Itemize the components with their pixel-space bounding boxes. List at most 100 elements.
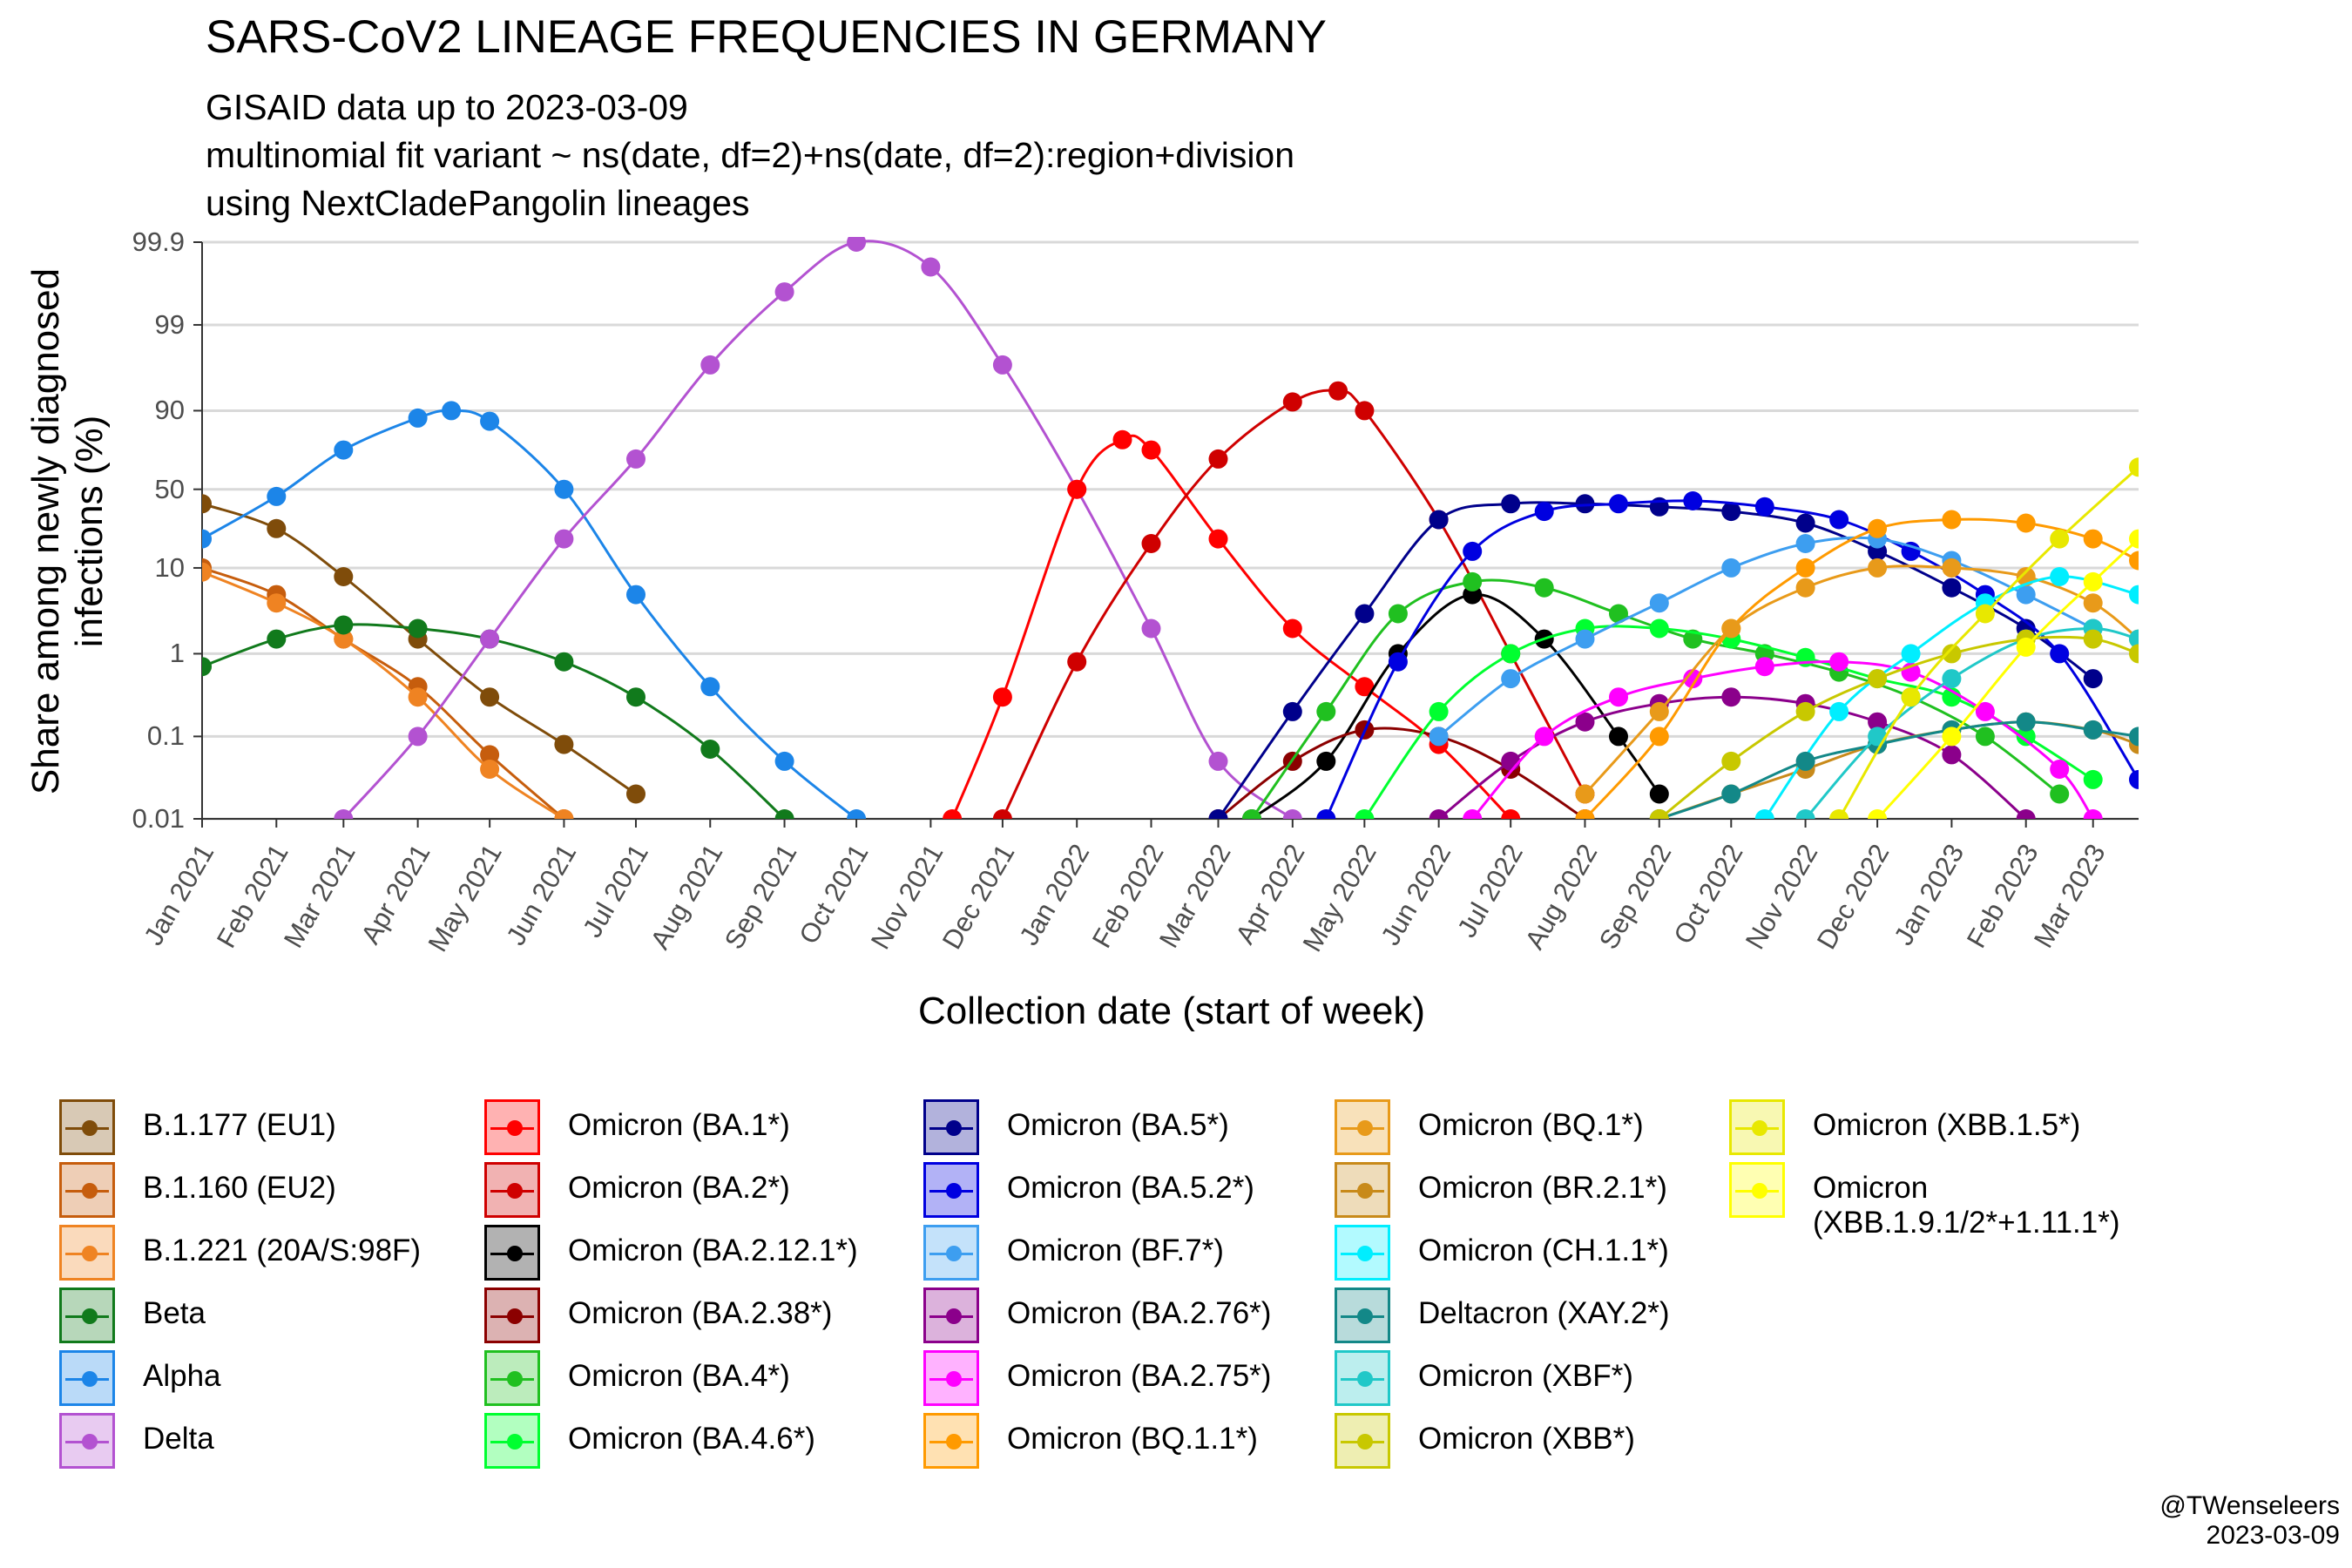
legend-key-dot <box>82 1308 98 1324</box>
data-point-omicron-xbb-1-5 <box>2129 457 2139 477</box>
legend-item: Omicron (CH.1.1*) <box>1335 1225 1744 1288</box>
data-point-b-1-160-eu2 <box>480 745 500 765</box>
legend-key-swatch <box>59 1099 115 1155</box>
data-point-omicron-xbf <box>1795 809 1815 819</box>
data-point-omicron-ch-1-1 <box>2050 567 2070 586</box>
legend-key-swatch <box>1335 1162 1390 1218</box>
data-point-omicron-bq-1 <box>1942 558 1962 578</box>
legend-key-dot <box>1357 1183 1373 1199</box>
legend-key-dot <box>82 1246 98 1261</box>
data-point-omicron-xbb-1-5 <box>1975 604 1995 624</box>
legend-label: Omicron (BA.5.2*) <box>1007 1171 1254 1205</box>
legend-label: Omicron (BA.1*) <box>568 1108 790 1142</box>
data-point-omicron-ba-5 <box>1282 701 1302 721</box>
data-point-omicron-ba-5 <box>1721 502 1741 522</box>
data-point-omicron-ba-4-6 <box>1501 644 1521 664</box>
legend-label: Deltacron (XAY.2*) <box>1418 1296 1670 1330</box>
data-point-omicron-ba-5 <box>1501 494 1521 514</box>
data-point-omicron-xbb-1-9-1-2-1-11-1 <box>2083 571 2103 591</box>
data-point-omicron-ba-4 <box>1242 809 1261 819</box>
data-point-omicron-bq-1-1 <box>1649 727 1669 747</box>
data-point-omicron-ba-2 <box>992 809 1012 819</box>
legend-label: Omicron (BA.2.75*) <box>1007 1359 1272 1393</box>
data-point-omicron-ba-1 <box>943 809 963 819</box>
data-point-omicron-ba-5 <box>2083 669 2103 689</box>
data-point-omicron-bq-1 <box>1795 578 1815 598</box>
legend-key-swatch <box>1335 1350 1390 1406</box>
legend-key-swatch <box>1335 1288 1390 1343</box>
data-point-omicron-bq-1-1 <box>1868 518 1888 538</box>
legend-key-swatch <box>1335 1413 1390 1469</box>
legend-key-swatch <box>59 1225 115 1281</box>
legend-item: Omicron (BQ.1*) <box>1335 1099 1744 1162</box>
legend-item: Omicron (BQ.1.1*) <box>923 1413 1333 1476</box>
series-line-omicron-ba-1 <box>950 434 1512 819</box>
data-point-b-1-221-20a-s-98f <box>480 760 500 779</box>
data-point-omicron-ba-4 <box>1609 604 1628 624</box>
legend-key-swatch <box>1335 1225 1390 1281</box>
data-point-omicron-ba-4-6 <box>1942 687 1962 707</box>
legend-label: Omicron (BA.4.6*) <box>568 1422 815 1456</box>
data-point-omicron-ba-5-2 <box>1754 497 1774 517</box>
legend-key-swatch <box>1729 1099 1785 1155</box>
data-point-omicron-ba-2-75 <box>2083 809 2103 819</box>
legend-key-swatch <box>923 1162 979 1218</box>
legend-key-dot <box>946 1371 962 1387</box>
data-point-alpha <box>847 809 867 819</box>
data-point-omicron-ba-4-6 <box>1649 618 1669 639</box>
legend-item: Omicron (BA.2.76*) <box>923 1288 1333 1350</box>
data-point-omicron-ba-1 <box>1355 677 1375 697</box>
data-point-omicron-ba-5-2 <box>1683 491 1703 510</box>
series-line-alpha <box>202 409 858 819</box>
data-point-delta <box>1141 618 1161 639</box>
data-point-alpha <box>202 529 212 549</box>
data-point-omicron-xbb <box>2083 629 2103 649</box>
data-point-omicron-ch-1-1 <box>1901 644 1921 664</box>
data-point-omicron-xbb-1-9-1-2-1-11-1 <box>1868 809 1888 819</box>
data-point-delta <box>847 237 867 252</box>
data-point-omicron-bf-7 <box>2016 585 2036 605</box>
series-line-omicron-bf-7 <box>1437 536 2094 738</box>
data-point-omicron-bf-7 <box>1575 629 1595 649</box>
legend-item: Omicron (BF.7*) <box>923 1225 1333 1288</box>
legend-key-swatch <box>484 1099 540 1155</box>
data-point-delta <box>921 257 941 277</box>
series-line-omicron-ba-5-2 <box>1324 499 2139 819</box>
legend-key-swatch <box>484 1162 540 1218</box>
y-tick-label: 50 <box>154 473 185 504</box>
legend-item: Omicron (BA.4.6*) <box>484 1413 894 1476</box>
data-point-omicron-ba-2-75 <box>1534 727 1554 747</box>
data-point-delta <box>408 727 428 747</box>
series-line-omicron-ba-5 <box>1217 501 2094 819</box>
y-tick-label: 99.9 <box>132 226 185 257</box>
data-point-omicron-ba-4-6 <box>2083 769 2103 789</box>
data-point-omicron-ba-5 <box>1795 513 1815 533</box>
legend-key-dot <box>1357 1434 1373 1450</box>
data-point-b-1-177-eu1 <box>202 494 212 514</box>
data-point-omicron-ba-2-76 <box>2016 809 2036 819</box>
legend-key-swatch <box>923 1099 979 1155</box>
data-point-omicron-bq-1 <box>1649 701 1669 721</box>
data-point-omicron-bq-1-1 <box>1795 558 1815 578</box>
data-point-omicron-bf-7 <box>1501 669 1521 689</box>
legend-key-dot <box>507 1183 523 1199</box>
data-point-omicron-ba-2 <box>1328 381 1348 401</box>
legend-item: Deltacron (XAY.2*) <box>1335 1288 1744 1350</box>
data-point-b-1-221-20a-s-98f <box>408 687 428 707</box>
data-point-omicron-ba-2-12-1 <box>1649 784 1669 804</box>
legend-item: Omicron (XBB*) <box>1335 1413 1744 1476</box>
data-point-omicron-ba-2-12-1 <box>1316 751 1336 771</box>
data-point-omicron-ba-5-2 <box>2050 644 2070 664</box>
legend-key-swatch <box>923 1288 979 1343</box>
data-point-deltacron-xay-2 <box>1795 751 1815 771</box>
legend-label: Omicron (BQ.1.1*) <box>1007 1422 1258 1456</box>
legend-key-dot <box>946 1308 962 1324</box>
data-point-omicron-xbb <box>2129 644 2139 664</box>
data-point-omicron-ba-5-2 <box>1829 510 1849 530</box>
legend-key-swatch <box>484 1225 540 1281</box>
data-point-omicron-ba-5 <box>1355 604 1375 624</box>
data-point-omicron-ba-2-75 <box>1463 809 1483 819</box>
legend-item: Delta <box>59 1413 469 1476</box>
data-point-omicron-ba-2-75 <box>1829 652 1849 672</box>
y-axis-label: Share among newly diagnosed infections (… <box>24 267 111 795</box>
